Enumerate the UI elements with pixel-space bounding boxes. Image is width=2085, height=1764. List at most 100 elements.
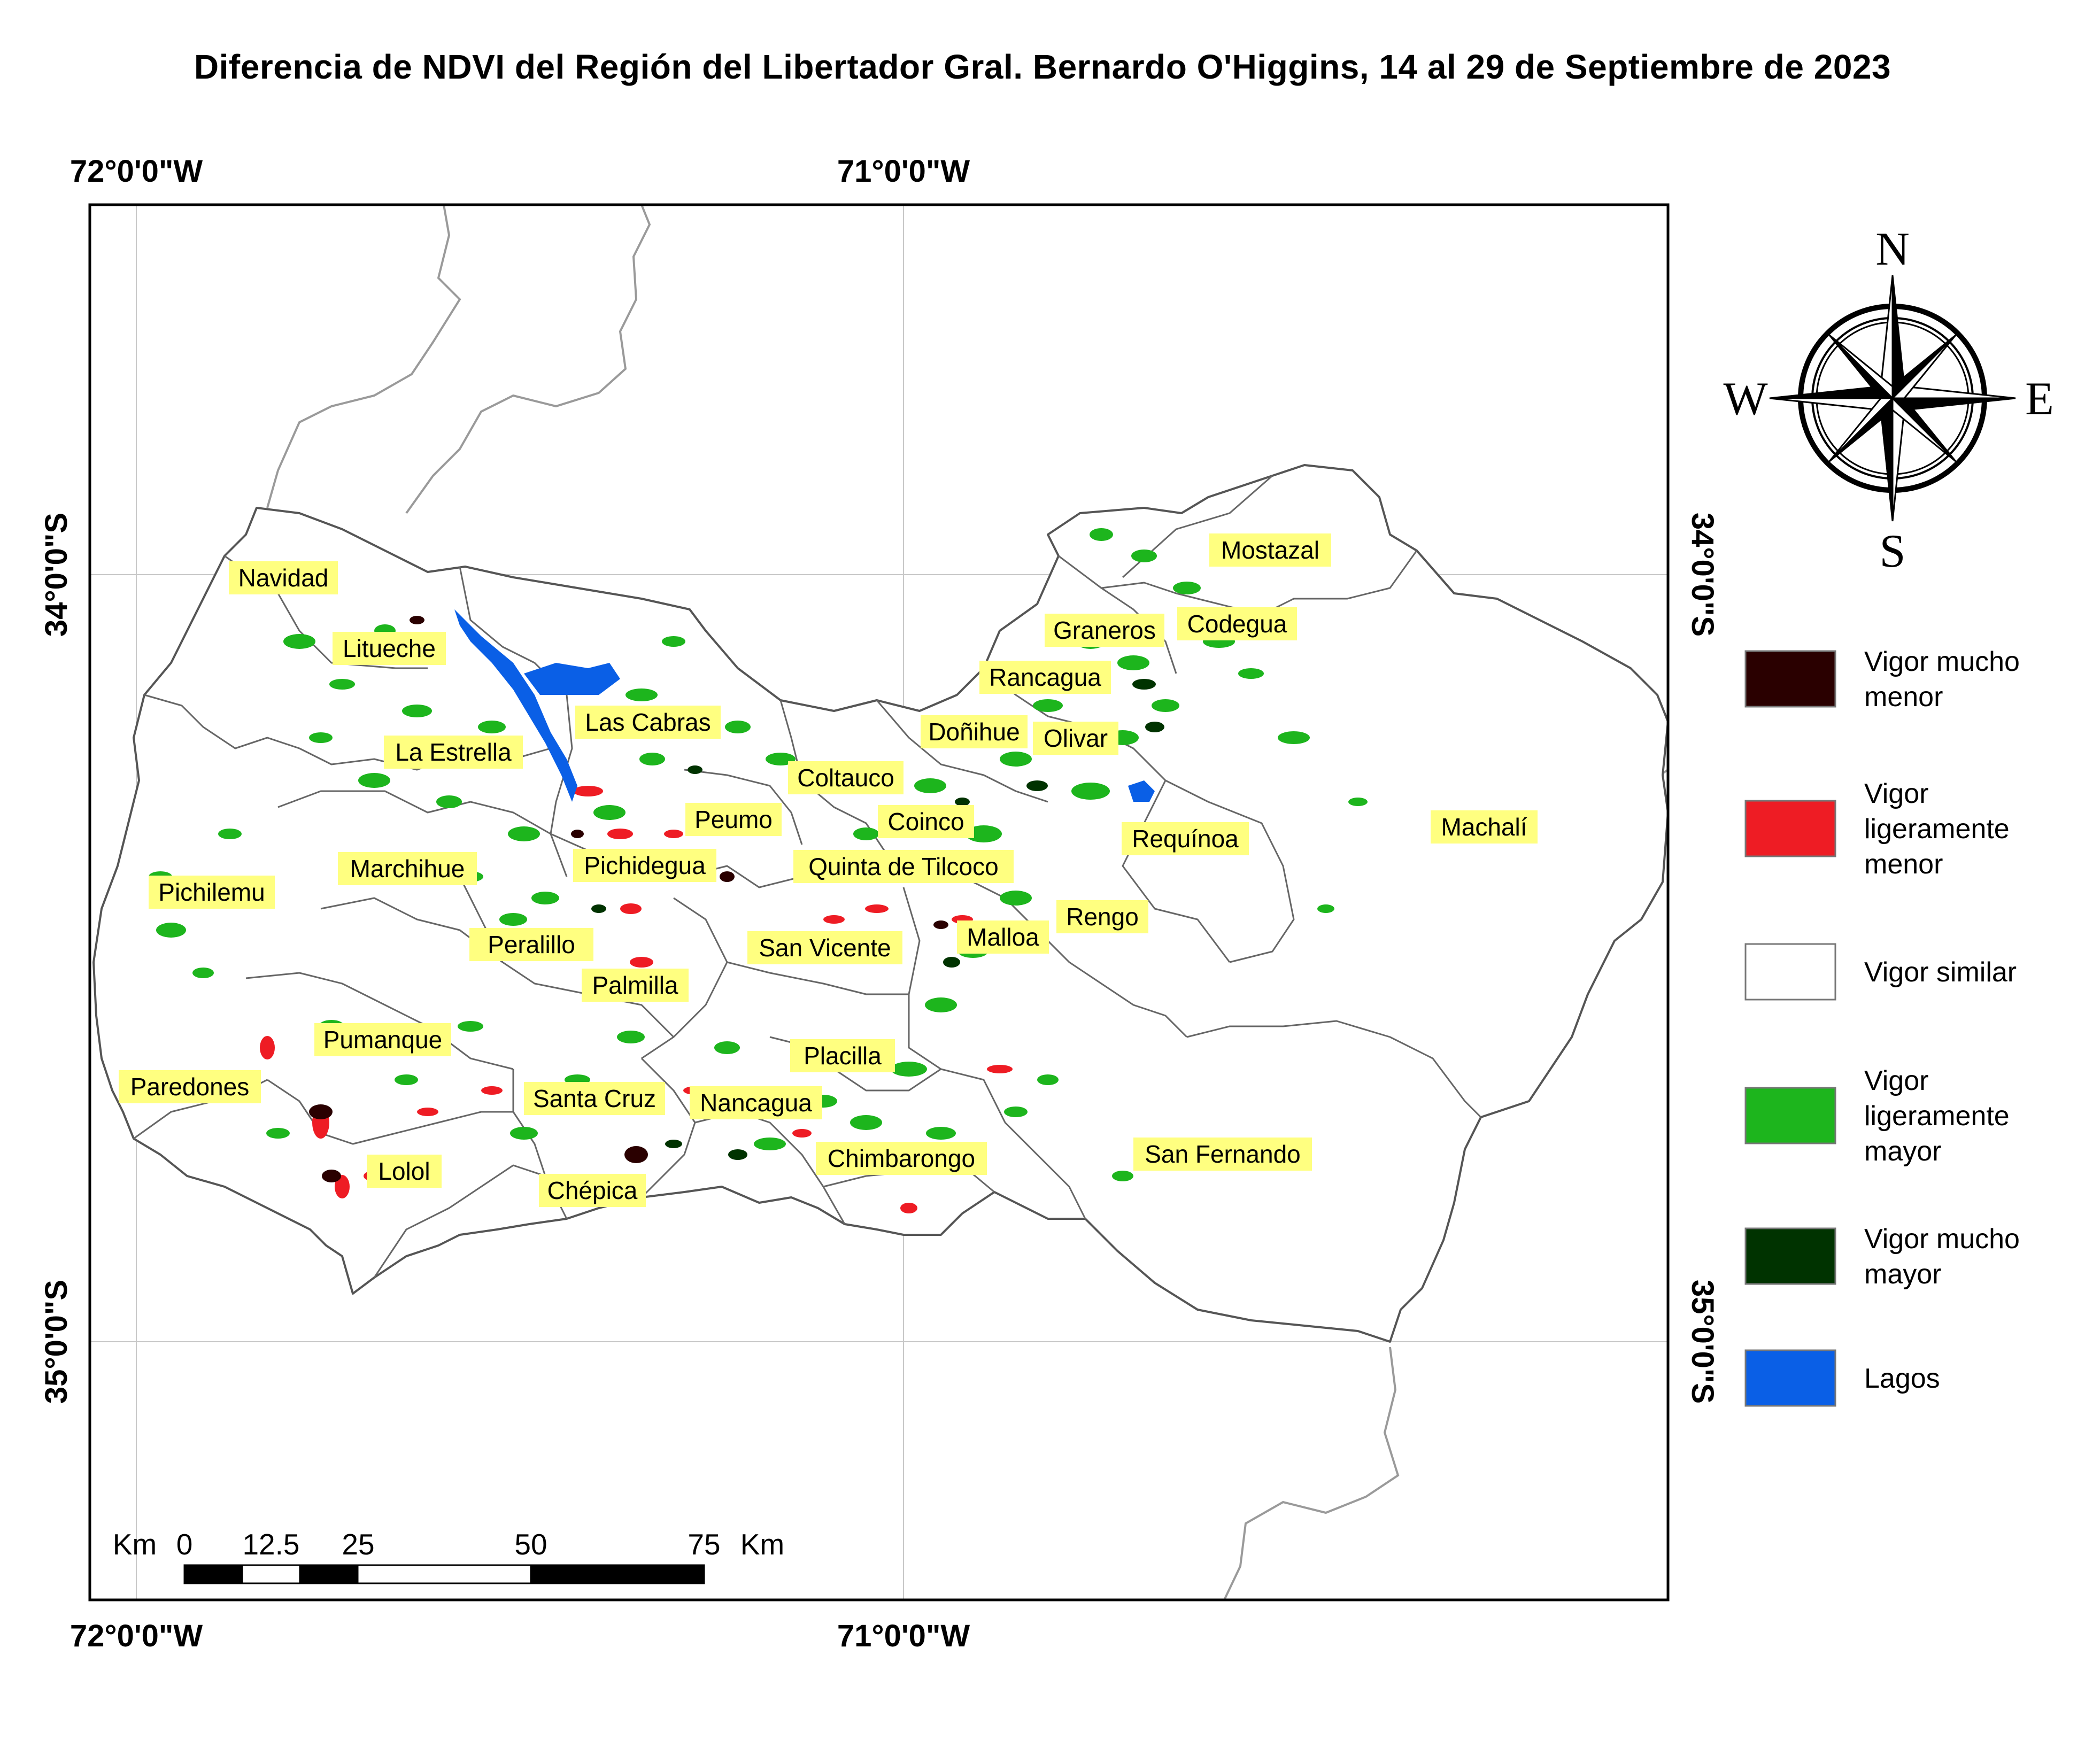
svg-text:Quinta de Tilcoco: Quinta de Tilcoco: [808, 853, 998, 880]
compass-w: W: [1723, 373, 1767, 425]
svg-text:Pichilemu: Pichilemu: [158, 878, 265, 906]
legend-swatch-0: [1744, 650, 1836, 708]
svg-text:Marchihue: Marchihue: [350, 855, 465, 883]
label-peumo: Peumo: [685, 803, 782, 836]
neighbor-north-boundary-west: [266, 204, 461, 508]
boundary-santacruz-nancagua: [640, 1057, 696, 1198]
lake-requinoa: [1128, 780, 1155, 802]
label-chepica: Chépica: [539, 1174, 646, 1207]
svg-text:Las Cabras: Las Cabras: [585, 708, 711, 736]
scale-unit-right: Km: [740, 1528, 785, 1561]
svg-text:Rengo: Rengo: [1066, 903, 1139, 931]
legend-label-2-0: Vigor similar: [1864, 957, 2017, 988]
legend-swatch-5: [1744, 1349, 1836, 1407]
legend: Vigor mucho menor Vigor ligeramente menor Vig…: [1744, 646, 2020, 1407]
coord-lat-south-left: 35°0'0"S: [39, 1280, 74, 1404]
boundary-sanvicente-south: [727, 961, 909, 995]
label-chimbarongo: Chimbarongo: [816, 1142, 987, 1175]
label-paredones: Paredones: [119, 1070, 261, 1103]
label-lolol: Lolol: [367, 1155, 442, 1188]
boundary-peumo-south: [684, 769, 803, 845]
svg-text:Mostazal: Mostazal: [1221, 536, 1319, 564]
boundary-pumanque-north: [245, 972, 514, 1070]
label-litueche: Litueche: [333, 632, 446, 665]
svg-text:Doñihue: Doñihue: [928, 718, 1020, 746]
label-peralillo: Peralillo: [469, 928, 593, 961]
boundary-lolol-chepica: [373, 1164, 546, 1278]
boundary-rancagua-machali: [1058, 555, 1177, 674]
boundary-sanfernando-north: [1186, 1020, 1482, 1118]
boundary-palmilla-sanvicente: [641, 897, 728, 1059]
ndvi-light-red-patches: [260, 786, 1111, 1213]
legend-label-1-1: ligeramente: [1864, 814, 2010, 845]
compass-rose: N S E W: [1723, 223, 2053, 577]
neighbor-north-boundary-east: [405, 204, 651, 514]
label-donihue: Doñihue: [921, 715, 1028, 748]
lakes: [454, 609, 1155, 802]
region-boundaries: [92, 464, 1669, 1343]
svg-text:Machalí: Machalí: [1441, 813, 1527, 841]
svg-text:Peralillo: Peralillo: [488, 931, 575, 958]
scale-tick-75: 75: [688, 1528, 720, 1561]
legend-swatch-3: [1744, 1087, 1836, 1144]
boundary-peralillo-palmilla: [459, 876, 675, 1038]
label-graneros: Graneros: [1045, 614, 1164, 647]
svg-text:Nancagua: Nancagua: [700, 1089, 812, 1117]
svg-text:Lolol: Lolol: [378, 1157, 430, 1185]
coord-lat-south-right: 35°0'0"S: [1685, 1280, 1720, 1404]
svg-text:Codegua: Codegua: [1187, 610, 1287, 638]
boundary-pumanque-lolol: [267, 1079, 513, 1145]
svg-text:Chimbarongo: Chimbarongo: [828, 1144, 975, 1172]
svg-text:Pichidegua: Pichidegua: [584, 852, 706, 879]
svg-text:La Estrella: La Estrella: [395, 738, 512, 766]
legend-label-3-0: Vigor: [1864, 1065, 1928, 1096]
svg-text:Coinco: Coinco: [887, 808, 964, 835]
label-olivar: Olivar: [1033, 722, 1118, 755]
label-machali: Machalí: [1431, 810, 1538, 844]
legend-label-3-2: mayor: [1864, 1136, 1941, 1167]
map-title: Diferencia de NDVI del Región del Libert…: [194, 48, 1891, 86]
legend-swatch-1: [1744, 800, 1836, 857]
label-rancagua: Rancagua: [979, 661, 1111, 694]
label-nancagua: Nancagua: [690, 1086, 822, 1119]
compass-s: S: [1880, 525, 1906, 577]
svg-text:San Vicente: San Vicente: [759, 934, 891, 962]
coord-lon-west-top: 72°0'0"W: [70, 154, 203, 189]
boundary-rengo-machali: [1122, 780, 1231, 963]
boundary-marchihue-north: [277, 790, 551, 835]
legend-label-5-0: Lagos: [1864, 1363, 1940, 1394]
svg-text:Santa Cruz: Santa Cruz: [533, 1085, 656, 1112]
legend-label-4-1: mayor: [1864, 1259, 1941, 1290]
region-outline: [92, 464, 1669, 1343]
coord-lat-north-right: 34°0'0"S: [1685, 513, 1720, 637]
svg-text:Rancagua: Rancagua: [989, 663, 1101, 691]
label-placilla: Placilla: [790, 1039, 895, 1072]
svg-text:Peumo: Peumo: [694, 806, 773, 833]
svg-text:Litueche: Litueche: [343, 635, 436, 662]
lake-rapel-main: [524, 663, 620, 695]
label-marchihue: Marchihue: [338, 852, 477, 885]
label-coltauco: Coltauco: [788, 761, 904, 794]
compass-e: E: [2025, 373, 2054, 425]
label-pichilemu: Pichilemu: [149, 876, 275, 909]
label-quinta-de-tilcoco: Quinta de Tilcoco: [793, 850, 1014, 883]
svg-text:Malloa: Malloa: [967, 923, 1039, 951]
coord-lon-west-bottom: 72°0'0"W: [70, 1619, 203, 1653]
label-coinco: Coinco: [878, 805, 974, 838]
boundary-chimbarongo-east: [1004, 1121, 1086, 1219]
svg-text:Coltauco: Coltauco: [797, 764, 894, 792]
svg-text:Chépica: Chépica: [547, 1177, 638, 1204]
label-pumanque: Pumanque: [314, 1023, 451, 1056]
legend-label-0-1: menor: [1864, 682, 1943, 713]
svg-text:Paredones: Paredones: [130, 1073, 250, 1101]
compass-n: N: [1875, 223, 1910, 275]
scale-tick-0: 0: [176, 1528, 193, 1561]
legend-label-4-0: Vigor mucho: [1864, 1224, 2020, 1255]
label-santa-cruz: Santa Cruz: [524, 1082, 665, 1115]
boundary-malloa-sanfernando: [902, 887, 1006, 1123]
coord-lon-east-top: 71°0'0"W: [837, 154, 970, 189]
svg-text:Requínoa: Requínoa: [1132, 825, 1239, 853]
label-las-cabras: Las Cabras: [575, 706, 721, 739]
legend-swatch-2: [1744, 943, 1836, 1001]
